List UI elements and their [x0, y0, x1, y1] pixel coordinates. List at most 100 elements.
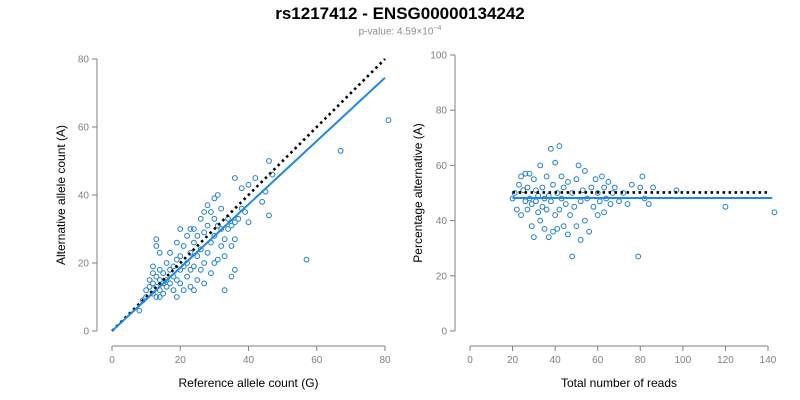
data-point	[530, 234, 537, 241]
data-point	[385, 117, 392, 124]
data-point	[601, 184, 608, 191]
data-point	[518, 173, 524, 180]
data-point	[537, 162, 544, 169]
x-tick-label: 60	[592, 355, 604, 366]
data-point	[556, 143, 563, 149]
data-point	[259, 198, 266, 205]
data-point	[228, 243, 235, 249]
data-point	[528, 201, 535, 207]
data-point	[231, 175, 238, 181]
x-axis-label: Total number of reads	[561, 376, 677, 390]
data-point	[562, 201, 569, 207]
data-point	[599, 173, 605, 180]
data-point	[231, 266, 238, 273]
data-point	[535, 209, 542, 216]
data-point	[214, 192, 221, 198]
data-point	[184, 232, 190, 239]
data-point	[170, 287, 177, 294]
data-point	[547, 145, 554, 152]
x-axis: 0 20 40 60 80	[109, 345, 391, 366]
x-tick-label: 80	[379, 355, 391, 366]
data-point	[225, 226, 231, 232]
y-tick-label: 20	[78, 259, 90, 270]
data-point	[552, 159, 559, 166]
data-point	[266, 158, 272, 164]
data-point	[771, 209, 778, 216]
data-point	[575, 162, 582, 169]
data-point	[163, 260, 170, 266]
data-point	[547, 198, 554, 205]
data-point	[201, 280, 208, 287]
percentage-alternative-scatter: 0 20 40 60 80 100 120 140 Total number of reads 0…	[411, 51, 778, 390]
data-point	[722, 203, 729, 210]
data-point	[211, 260, 218, 266]
data-point	[231, 219, 238, 226]
data-point	[191, 239, 197, 246]
data-point	[173, 294, 180, 300]
data-point	[573, 176, 580, 183]
data-point	[231, 236, 238, 243]
data-point	[150, 270, 156, 277]
data-point	[197, 215, 204, 222]
data-point	[201, 209, 208, 215]
x-axis: 0 20 40 60 80 100 120 140	[467, 345, 777, 366]
data-point	[167, 280, 173, 287]
data-point	[601, 209, 608, 216]
x-tick-label: 0	[109, 355, 115, 366]
p-value-exponent: −4	[433, 25, 442, 32]
y-tick-label: 100	[430, 51, 447, 62]
data-point	[530, 176, 537, 183]
x-tick-label: 20	[507, 355, 519, 366]
data-point	[201, 260, 208, 266]
data-point	[303, 256, 310, 263]
data-point	[635, 253, 642, 260]
data-point	[214, 222, 221, 229]
data-point	[605, 179, 612, 185]
data-point	[511, 190, 518, 196]
y-axis: 0 20 40 60 80	[78, 55, 98, 338]
data-point	[577, 198, 584, 205]
data-point	[180, 287, 187, 294]
data-point	[235, 215, 242, 222]
data-point	[571, 203, 578, 210]
x-tick-label: 140	[760, 355, 777, 366]
data-point	[187, 226, 194, 232]
data-point	[156, 266, 163, 273]
data-point	[594, 212, 601, 218]
y-axis-label: Alternative allele count (A)	[54, 125, 68, 265]
data-point	[173, 256, 180, 263]
data-point	[204, 249, 211, 256]
data-point	[214, 256, 221, 263]
data-point	[218, 205, 225, 212]
data-points	[136, 117, 392, 314]
data-point	[550, 228, 556, 235]
data-point	[611, 184, 618, 191]
data-point	[565, 231, 571, 238]
data-point	[221, 253, 228, 260]
data-point	[543, 206, 550, 213]
data-point	[565, 179, 571, 185]
x-tick-label: 40	[550, 355, 562, 366]
data-point	[153, 236, 160, 243]
y-tick-label: 80	[78, 55, 90, 66]
data-point	[518, 212, 524, 218]
data-point	[204, 222, 211, 229]
data-point	[590, 203, 597, 210]
data-point	[560, 184, 567, 191]
data-point	[533, 198, 539, 205]
data-point	[197, 246, 204, 253]
data-point	[520, 187, 527, 194]
data-point	[163, 283, 170, 290]
chart-title: rs1217412 - ENSG00000134242	[275, 4, 525, 23]
data-point	[187, 283, 194, 290]
x-tick-label: 80	[635, 355, 647, 366]
data-point	[567, 212, 573, 218]
data-point	[582, 168, 588, 174]
data-point	[136, 307, 143, 314]
data-point	[153, 294, 160, 300]
data-point	[550, 181, 556, 188]
data-point	[177, 280, 184, 287]
y-axis: 0 20 40 60 80 100	[430, 51, 456, 338]
data-point	[539, 203, 546, 210]
